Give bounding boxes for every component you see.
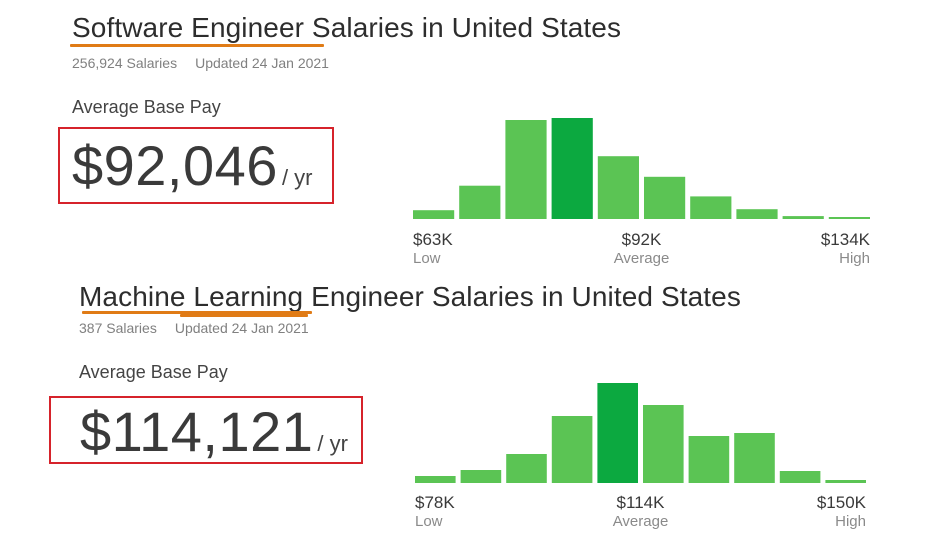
average-base-pay: $92,046/ yr	[72, 133, 313, 198]
tick-label-low: Low	[415, 513, 443, 530]
title-link-underline	[70, 44, 324, 47]
histogram-bar-7[interactable]	[688, 436, 730, 483]
histogram-bar-8[interactable]	[734, 433, 775, 483]
histogram-bar-1[interactable]	[415, 476, 456, 483]
pay-amount: $92,046	[72, 134, 278, 197]
title-link-underline	[82, 311, 312, 314]
histogram-bar-3[interactable]	[506, 454, 547, 483]
histogram-bar-9[interactable]	[782, 216, 824, 219]
average-base-pay-label: Average Base Pay	[72, 97, 221, 117]
tick-value-high: $134K	[821, 230, 871, 249]
salary-meta: 256,924 Salaries Updated 24 Jan 2021	[72, 55, 329, 71]
tick-label-average: Average	[613, 513, 669, 530]
tick-value-low: $63K	[413, 230, 453, 249]
histogram-bar-4[interactable]	[551, 118, 593, 219]
histogram-bar-6[interactable]	[644, 176, 686, 219]
pay-amount: $114,121	[80, 400, 314, 463]
highlight-box	[49, 396, 363, 464]
title-link-underline-secondary	[180, 314, 308, 317]
histogram-bar-6[interactable]	[643, 405, 684, 483]
tick-value-high: $150K	[817, 493, 867, 512]
histogram-bar-10[interactable]	[825, 480, 866, 483]
average-base-pay-label: Average Base Pay	[79, 362, 228, 382]
salaries-count: 387 Salaries	[79, 320, 157, 336]
tick-label-high: High	[835, 513, 866, 530]
salaries-count: 256,924 Salaries	[72, 55, 178, 71]
updated-date: Updated 24 Jan 2021	[174, 320, 309, 336]
histogram-bar-2[interactable]	[459, 185, 501, 219]
tick-label-average: Average	[614, 250, 670, 267]
pay-unit: / yr	[317, 431, 348, 456]
average-base-pay: $114,121/ yr	[80, 399, 348, 464]
histogram-bar-4[interactable]	[551, 416, 593, 483]
tick-label-high: High	[839, 250, 870, 267]
tick-value-low: $78K	[415, 493, 455, 512]
histogram-bar-2[interactable]	[460, 470, 502, 483]
histogram-bar-9[interactable]	[779, 471, 821, 483]
highlight-box	[58, 127, 334, 204]
section-title[interactable]: Software Engineer Salaries in United Sta…	[72, 12, 622, 43]
pay-unit: / yr	[281, 165, 313, 190]
histogram-bar-8[interactable]	[736, 209, 778, 219]
tick-value-average: $114K	[617, 493, 666, 512]
histogram-bar-5[interactable]	[597, 383, 638, 483]
histogram-bar-5[interactable]	[597, 156, 639, 219]
section-title[interactable]: Machine Learning Engineer Salaries in Un…	[79, 281, 741, 312]
salary-meta: 387 Salaries Updated 24 Jan 2021	[79, 320, 309, 336]
histogram-bar-10[interactable]	[828, 217, 870, 219]
histogram-bar-7[interactable]	[690, 196, 732, 219]
histogram-bar-3[interactable]	[505, 120, 547, 219]
updated-date: Updated 24 Jan 2021	[195, 55, 329, 71]
tick-label-low: Low	[413, 250, 441, 267]
tick-value-average: $92K	[622, 230, 662, 249]
histogram-bar-1[interactable]	[413, 210, 455, 219]
